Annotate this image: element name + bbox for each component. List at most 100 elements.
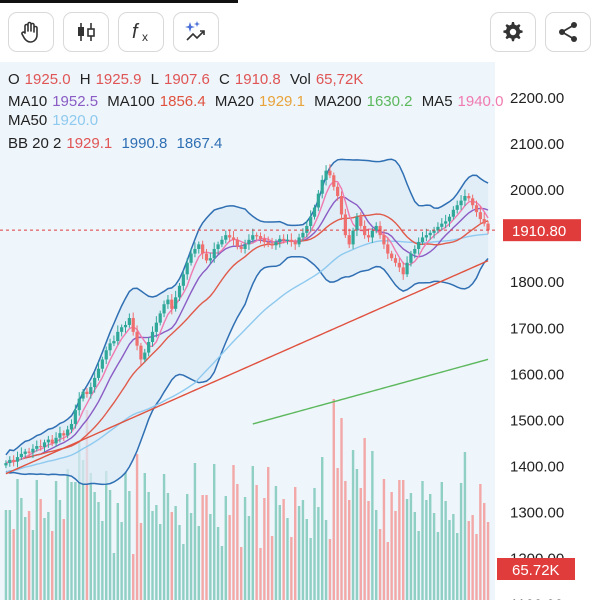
- candle-body: [459, 200, 463, 206]
- volume-bar: [174, 506, 177, 600]
- candlestick-icon: [78, 23, 95, 41]
- volume-bar: [297, 506, 301, 600]
- last-price-tag: [503, 219, 581, 242]
- volume-value: 65,72K: [315, 71, 364, 88]
- candle-body: [235, 239, 239, 247]
- candle-body: [77, 398, 81, 411]
- volume-bar: [274, 486, 278, 600]
- candle-body: [386, 244, 390, 254]
- ma100-value: 1856.4: [159, 93, 206, 110]
- candle-body: [247, 239, 251, 245]
- candle-body: [139, 345, 143, 360]
- volume-bar: [12, 529, 15, 600]
- low-label: L: [150, 71, 159, 88]
- candle-body: [177, 285, 182, 298]
- volume-bar: [394, 511, 397, 600]
- candle-body: [123, 324, 128, 328]
- volume-bar: [290, 537, 293, 600]
- volume-bar: [336, 468, 339, 600]
- candlestick-type-button[interactable]: [63, 12, 109, 52]
- volume-bar: [486, 522, 490, 600]
- bb-upper-line: [5, 158, 489, 456]
- candle-body: [189, 253, 193, 263]
- candle-body: [324, 170, 328, 180]
- candle-body: [131, 318, 135, 332]
- indicator-button[interactable]: f x: [118, 12, 164, 52]
- volume-bar: [51, 531, 54, 600]
- ma20-value: 1929.1: [259, 93, 305, 110]
- volume-bar: [328, 539, 332, 600]
- candle-body: [355, 216, 359, 231]
- share-button[interactable]: [545, 12, 591, 52]
- candle-body: [347, 235, 351, 245]
- hand-tool-button[interactable]: [8, 12, 54, 52]
- ma10-value: 1952.5: [52, 93, 99, 110]
- volume-bar: [151, 511, 154, 600]
- candle-body: [158, 313, 162, 323]
- candle-body: [390, 253, 394, 259]
- candle-body: [39, 446, 43, 448]
- candle-body: [54, 437, 58, 444]
- candle-body: [212, 248, 216, 259]
- candle-body: [363, 225, 367, 236]
- bb-lower-value: 1867.4: [176, 135, 223, 152]
- volume-bar: [139, 523, 143, 600]
- open-label: O: [8, 71, 20, 88]
- y-tick-label: 1400.00: [510, 458, 564, 475]
- candle-body: [401, 267, 405, 275]
- volume-bar: [267, 467, 270, 600]
- candle-body: [258, 236, 263, 239]
- volume-bar: [386, 542, 389, 600]
- volume-bar: [301, 500, 305, 600]
- volume-bar: [213, 464, 216, 600]
- volume-bar: [456, 533, 459, 600]
- volume-bar: [313, 488, 316, 600]
- volume-bar: [367, 501, 370, 600]
- candle-body: [382, 235, 386, 245]
- candle-body: [413, 248, 417, 254]
- volume-bar: [463, 452, 467, 600]
- y-tick-label: 1600.00: [510, 366, 564, 383]
- ma-legend: MA10 1952.5 MA100 1856.4 MA20 1929.1 MA200 1…: [8, 92, 568, 130]
- ai-analysis-button[interactable]: [173, 12, 219, 52]
- candle-body: [197, 244, 201, 249]
- candle-body: [220, 239, 224, 245]
- candle-body: [374, 225, 378, 231]
- volume-bar: [124, 472, 127, 600]
- y-tick-label: 1800.00: [510, 274, 564, 291]
- candle-body: [351, 230, 355, 245]
- candle-body: [170, 299, 174, 309]
- candle-body: [447, 216, 452, 222]
- volume-bar: [93, 492, 96, 600]
- candle-body: [312, 207, 317, 217]
- candle-body: [282, 238, 286, 241]
- volume-bar: [390, 492, 393, 600]
- chart-area[interactable]: 2200.002100.002000.001900.001800.001700.…: [0, 62, 600, 605]
- candle-body: [66, 429, 70, 436]
- candle-body: [100, 359, 104, 369]
- settings-button[interactable]: [490, 12, 536, 52]
- volume-bar: [405, 499, 409, 600]
- bb-fill: [5, 159, 489, 485]
- volume-bar: [4, 510, 8, 600]
- volume-bar: [479, 484, 482, 600]
- bb-lower-line: [5, 255, 489, 486]
- volume-bar: [159, 524, 162, 600]
- volume-bar: [24, 517, 27, 600]
- volume-bar: [35, 480, 38, 600]
- volume-bar: [436, 532, 440, 600]
- volume-bar: [105, 471, 108, 600]
- y-tick-label: 2000.00: [510, 182, 564, 199]
- volume-bar: [471, 515, 474, 600]
- volume-bar: [47, 512, 50, 600]
- volume-bar: [378, 529, 382, 600]
- volume-bar: [97, 502, 100, 600]
- candle-body: [201, 244, 205, 254]
- volume-bar: [371, 451, 374, 600]
- y-tick-label: 2200.00: [510, 90, 564, 107]
- ma100-line: [5, 260, 489, 475]
- candle-body: [332, 175, 336, 187]
- price-chart[interactable]: 2200.002100.002000.001900.001800.001700.…: [0, 62, 600, 605]
- candle-body: [482, 219, 486, 224]
- volume-bar: [483, 503, 486, 600]
